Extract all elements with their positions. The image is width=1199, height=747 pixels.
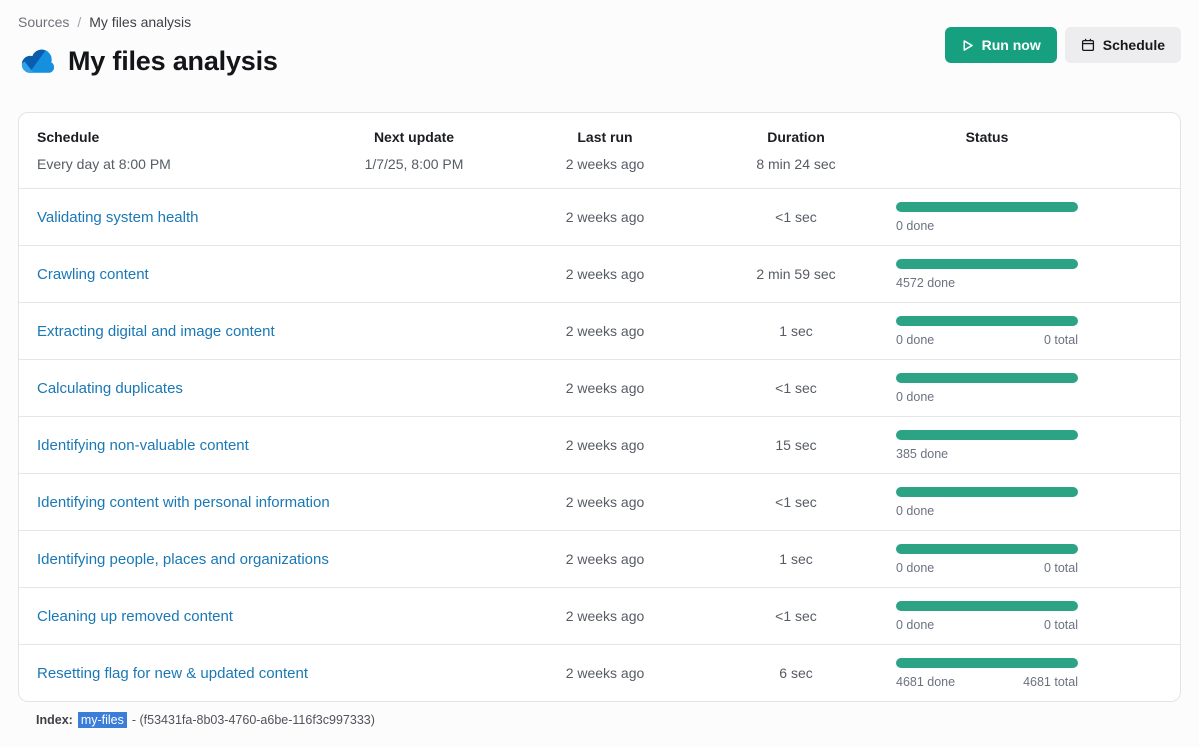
progress-bar: [896, 258, 1078, 269]
column-header-next-update: Next update: [373, 129, 455, 145]
row-last-run: 2 weeks ago: [565, 551, 645, 567]
row-last-run: 2 weeks ago: [565, 323, 645, 339]
row-duration: 6 sec: [779, 665, 813, 681]
table-row: Validating system health 2 weeks ago <1 …: [19, 188, 1180, 245]
table-row: Identifying content with personal inform…: [19, 473, 1180, 530]
progress-bar: [896, 429, 1078, 440]
progress-total: 0 total: [1043, 560, 1078, 575]
table-row: Extracting digital and image content 2 w…: [19, 302, 1180, 359]
progress-done: 0 done: [896, 332, 935, 347]
progress-done: 0 done: [896, 218, 935, 233]
breadcrumb-separator: /: [77, 14, 82, 30]
row-last-run: 2 weeks ago: [565, 608, 645, 624]
index-footer: Index: my-files - (f53431fa-8b03-4760-a6…: [36, 712, 1181, 728]
task-link[interactable]: Identifying non-valuable content: [37, 436, 249, 454]
breadcrumb-current: My files analysis: [89, 14, 192, 30]
table-header-row: Schedule Next update Last run Duration S…: [19, 113, 1180, 145]
row-duration: 1 sec: [779, 323, 813, 339]
row-duration: <1 sec: [775, 380, 817, 396]
row-last-run: 2 weeks ago: [565, 209, 645, 225]
progress-total: 4681 total: [1023, 674, 1078, 689]
table-row: Calculating duplicates 2 weeks ago <1 se…: [19, 359, 1180, 416]
row-last-run: 2 weeks ago: [565, 494, 645, 510]
schedule-label: Schedule: [1102, 37, 1165, 53]
row-last-run: 2 weeks ago: [565, 380, 645, 396]
column-header-status: Status: [965, 129, 1009, 145]
progress-total: 0 total: [1043, 617, 1078, 632]
index-label: Index:: [36, 713, 73, 727]
progress-bar: [896, 486, 1078, 497]
task-link[interactable]: Crawling content: [37, 265, 149, 283]
task-link[interactable]: Identifying people, places and organizat…: [37, 550, 329, 568]
last-run-value: 2 weeks ago: [565, 156, 645, 172]
progress-done: 385 done: [896, 446, 949, 461]
progress-done: 0 done: [896, 389, 935, 404]
progress-bar: [896, 600, 1078, 611]
runs-table: Schedule Next update Last run Duration S…: [18, 112, 1181, 702]
row-duration: <1 sec: [775, 494, 817, 510]
run-now-label: Run now: [981, 37, 1041, 53]
task-link[interactable]: Validating system health: [37, 208, 199, 226]
schedule-button[interactable]: Schedule: [1064, 27, 1181, 63]
row-last-run: 2 weeks ago: [565, 665, 645, 681]
breadcrumb-sources-link[interactable]: Sources: [18, 14, 70, 30]
onedrive-cloud-icon: [18, 49, 56, 75]
row-duration: <1 sec: [775, 209, 817, 225]
index-name-highlighted: my-files: [77, 712, 127, 728]
row-duration: 1 sec: [779, 551, 813, 567]
progress-bar: [896, 372, 1078, 383]
breadcrumb: Sources / My files analysis: [18, 12, 1181, 32]
table-row: Resetting flag for new & updated content…: [19, 644, 1180, 701]
progress-done: 4572 done: [896, 275, 956, 290]
row-duration: 15 sec: [775, 437, 817, 453]
progress-bar: [896, 657, 1078, 668]
play-icon: [961, 39, 974, 52]
progress-total: 0 total: [1043, 332, 1078, 347]
progress-bar: [896, 315, 1078, 326]
page-header: My files analysis: [18, 46, 1181, 77]
task-link[interactable]: Calculating duplicates: [37, 379, 183, 397]
row-last-run: 2 weeks ago: [565, 266, 645, 282]
next-update-value: 1/7/25, 8:00 PM: [364, 156, 464, 172]
task-link[interactable]: Resetting flag for new & updated content: [37, 664, 309, 682]
column-header-schedule: Schedule: [37, 129, 100, 145]
schedule-value: Every day at 8:00 PM: [37, 156, 171, 172]
run-now-button[interactable]: Run now: [944, 27, 1057, 63]
index-id: - (f53431fa-8b03-4760-a6be-116f3c997333): [131, 713, 375, 727]
progress-done: 4681 done: [896, 674, 956, 689]
calendar-icon: [1081, 38, 1095, 52]
task-link[interactable]: Cleaning up removed content: [37, 607, 233, 625]
task-link[interactable]: Identifying content with personal inform…: [37, 493, 330, 511]
table-row: Cleaning up removed content 2 weeks ago …: [19, 587, 1180, 644]
header-actions: Run now Schedule: [944, 27, 1181, 63]
table-row: Identifying people, places and organizat…: [19, 530, 1180, 587]
row-duration: <1 sec: [775, 608, 817, 624]
page-title: My files analysis: [68, 46, 278, 76]
table-row: Crawling content 2 weeks ago 2 min 59 se…: [19, 245, 1180, 302]
row-last-run: 2 weeks ago: [565, 437, 645, 453]
row-duration: 2 min 59 sec: [756, 266, 836, 282]
task-link[interactable]: Extracting digital and image content: [37, 322, 275, 340]
progress-done: 0 done: [896, 560, 935, 575]
table-row: Identifying non-valuable content 2 weeks…: [19, 416, 1180, 473]
column-header-duration: Duration: [767, 129, 825, 145]
progress-bar: [896, 543, 1078, 554]
duration-value: 8 min 24 sec: [756, 156, 836, 172]
progress-done: 0 done: [896, 503, 935, 518]
progress-bar: [896, 201, 1078, 212]
schedule-summary-row: Every day at 8:00 PM 1/7/25, 8:00 PM 2 w…: [19, 145, 1180, 188]
column-header-last-run: Last run: [577, 129, 633, 145]
progress-done: 0 done: [896, 617, 935, 632]
